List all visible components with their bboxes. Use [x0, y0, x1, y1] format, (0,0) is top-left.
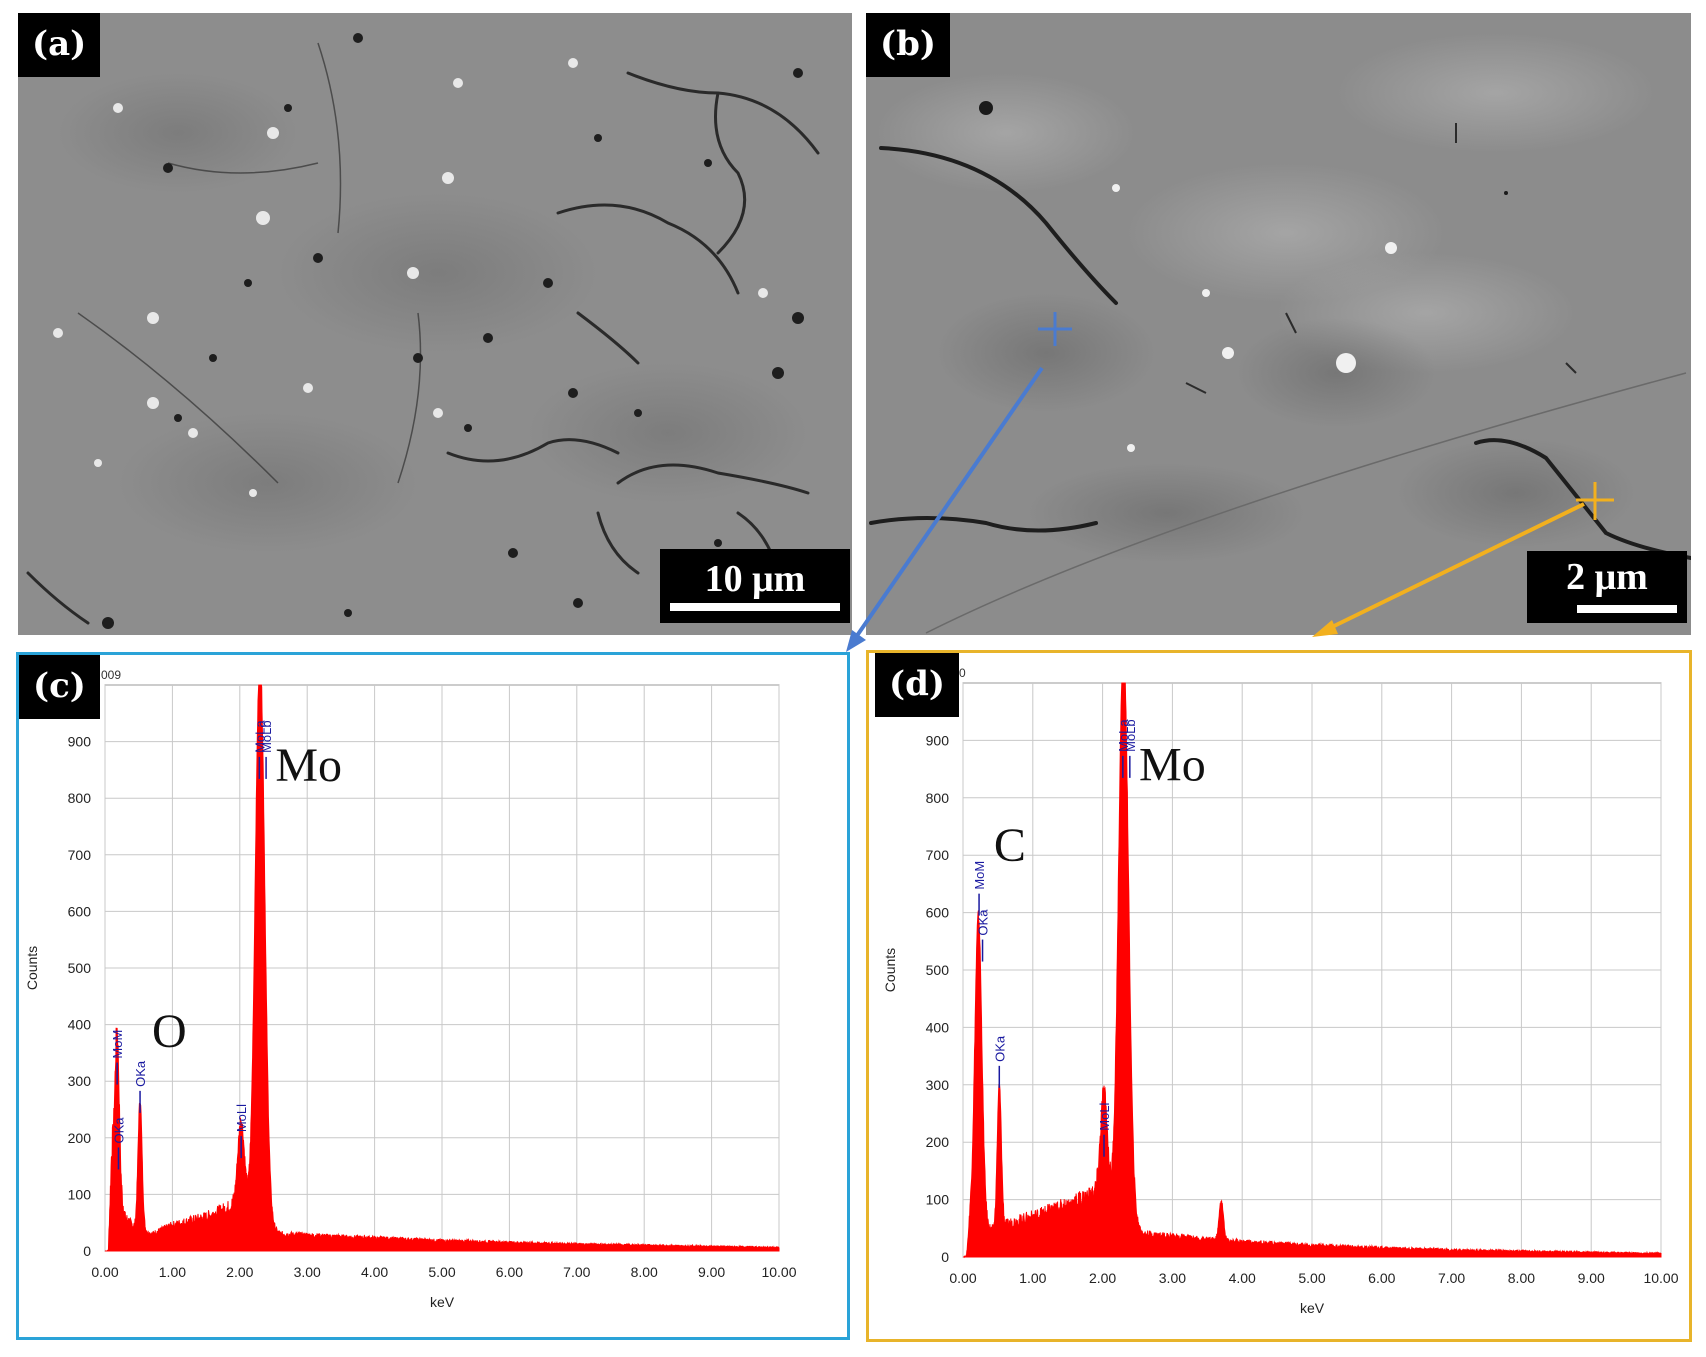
panel-label-b: (b) [866, 13, 950, 77]
y-tick-label: 800 [926, 790, 950, 806]
x-tick-label: 6.00 [496, 1264, 523, 1280]
scale-bar-a: 10 μm [660, 549, 850, 623]
y-tick-label: 100 [68, 1186, 92, 1202]
sem-image-a: (a) 10 μm [18, 13, 852, 635]
y-tick-label: 300 [68, 1073, 92, 1089]
x-tick-label: 6.00 [1368, 1270, 1395, 1286]
peak-marker-label: OKa [133, 1060, 148, 1087]
spectrum-area [104, 684, 780, 1252]
y-axis-label: Counts [882, 948, 898, 992]
spectrum-id-fragment: 009 [101, 668, 121, 682]
y-tick-label: 200 [68, 1130, 92, 1146]
sem-image-b: (b) 2 μm [866, 13, 1691, 635]
y-tick-label: 0 [83, 1243, 91, 1259]
element-label: Mo [275, 739, 342, 792]
peak-marker-label: MoM [110, 1030, 125, 1059]
x-tick-label: 5.00 [1298, 1270, 1325, 1286]
scale-text-a: 10 μm [704, 558, 806, 600]
eds-spectrum-d: 00.00 1.00 2.00 3.00 4.00 5.00 6.00 7.00 8.00 9.0… [882, 666, 1679, 1316]
element-label: Mo [1139, 739, 1206, 792]
peak-marker-label: MoLa [252, 720, 267, 753]
peak-marker-label: MoLl [234, 1104, 249, 1132]
x-tick-label: 4.00 [1229, 1270, 1256, 1286]
y-tick-label: 400 [68, 1017, 92, 1033]
x-axis-label: keV [1300, 1300, 1325, 1316]
y-tick-label: 700 [68, 847, 92, 863]
y-tick-label: 700 [926, 847, 950, 863]
y-tick-label: 800 [68, 790, 92, 806]
x-tick-label: 7.00 [1438, 1270, 1465, 1286]
y-tick-label: 500 [68, 960, 92, 976]
x-tick-label: 10.00 [1643, 1270, 1678, 1286]
scale-line-b [1577, 605, 1677, 613]
peak-marker-label: OKa [111, 1117, 126, 1144]
x-tick-label: 1.00 [159, 1264, 186, 1280]
x-tick-label: 7.00 [563, 1264, 590, 1280]
y-tick-label: 100 [926, 1192, 950, 1208]
peak-marker-label: OKa [976, 909, 991, 936]
eds-panel-d: 0 0.00 1.00 2.00 3.00 4.00 5.00 6.00 7.00 8.00 9.0… [866, 650, 1692, 1342]
peak-marker-label: MoM [972, 861, 987, 890]
scale-line-a [670, 603, 840, 611]
x-tick-label: 9.00 [1578, 1270, 1605, 1286]
peak-marker-label: MoLl [1097, 1102, 1112, 1130]
x-tick-label: 1.00 [1019, 1270, 1046, 1286]
x-tick-label: 0.00 [91, 1264, 118, 1280]
y-tick-label: 0 [941, 1249, 949, 1265]
y-tick-label: 900 [926, 732, 950, 748]
x-tick-label: 10.00 [761, 1264, 796, 1280]
x-tick-label: 3.00 [1159, 1270, 1186, 1286]
y-tick-label: 600 [926, 905, 950, 921]
spectrum-area [963, 682, 1662, 1259]
y-tick-label: 400 [926, 1019, 950, 1035]
element-label: O [152, 1005, 187, 1058]
x-tick-label: 8.00 [631, 1264, 658, 1280]
x-tick-label: 0.00 [949, 1270, 976, 1286]
peak-marker-label: OKa [992, 1035, 1007, 1062]
x-tick-label: 5.00 [428, 1264, 455, 1280]
peak-marker-label: MoLb [259, 720, 274, 753]
eds-panel-c: 009 0.00 1.00 2.00 3.00 4.00 5.00 6.00 7.00 8.00 9… [16, 652, 850, 1340]
y-tick-label: 500 [926, 962, 950, 978]
x-tick-label: 4.00 [361, 1264, 388, 1280]
y-axis-label: Counts [24, 946, 40, 990]
spectrum-id-fragment: 0 [959, 666, 966, 680]
panel-label-c: (c) [19, 655, 100, 719]
x-axis-label: keV [430, 1294, 455, 1310]
x-tick-label: 3.00 [294, 1264, 321, 1280]
x-tick-label: 8.00 [1508, 1270, 1535, 1286]
panel-label-a: (a) [18, 13, 101, 77]
panel-label-d: (d) [875, 653, 959, 717]
y-tick-label: 900 [68, 734, 92, 750]
element-label: C [994, 819, 1026, 872]
y-tick-label: 600 [68, 903, 92, 919]
peak-marker-label: MoLa [1116, 719, 1131, 752]
scale-text-b: 2 μm [1566, 556, 1648, 598]
x-tick-label: 2.00 [1089, 1270, 1116, 1286]
eds-spectrum-c: 009 0.00 1.00 2.00 3.00 4.00 5.00 6.00 7.00 8.00 9… [24, 668, 797, 1310]
x-tick-label: 9.00 [698, 1264, 725, 1280]
scale-bar-b: 2 μm [1527, 551, 1687, 623]
x-tick-label: 2.00 [226, 1264, 253, 1280]
y-tick-label: 300 [926, 1077, 950, 1093]
sem-image-b-texture [866, 13, 1691, 635]
y-tick-label: 200 [926, 1134, 950, 1150]
sem-image-a-texture [18, 13, 852, 635]
peak-marker-label: MoLb [1123, 719, 1138, 752]
